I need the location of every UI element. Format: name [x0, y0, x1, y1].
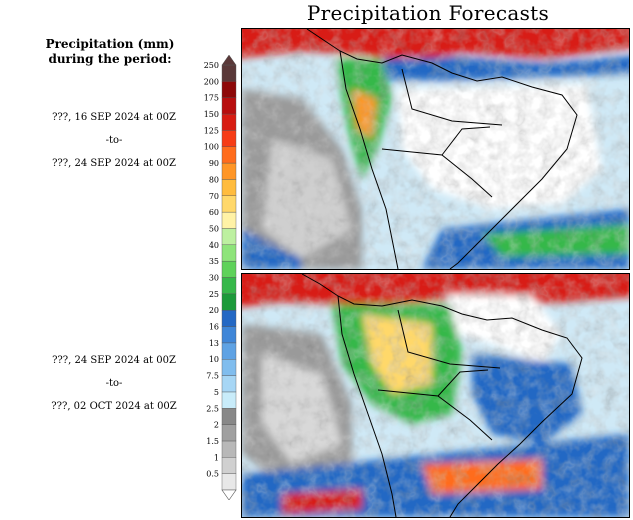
- colorbar-swatch: [221, 359, 237, 376]
- colorbar-tick-label: 20: [209, 306, 219, 315]
- colorbar-tick-label: 16: [209, 323, 219, 332]
- coastlines-borders: [306, 29, 578, 269]
- precipitation-map-week-2: [242, 274, 629, 517]
- colorbar-swatch: [221, 244, 237, 262]
- chart-title: Precipitation Forecasts: [306, 1, 550, 25]
- colorbar-swatch: [221, 260, 237, 278]
- colorbar-min-arrow: [221, 489, 237, 500]
- colorbar-tick-label: 80: [209, 175, 219, 184]
- colorbar-tick-label: 0.5: [206, 470, 219, 479]
- colorbar-tick-label: 60: [209, 208, 219, 217]
- period-2-label: ???, 24 SEP 2024 at 00Z -to- ???, 02 OCT…: [14, 349, 214, 418]
- colorbar-swatch: [221, 277, 237, 295]
- colorbar-tick-label: 10: [209, 355, 219, 364]
- colorbar-swatch: [221, 162, 237, 180]
- colorbar-tick-label: 1: [214, 453, 219, 462]
- colorbar-swatch: [221, 130, 237, 147]
- colorbar-swatch: [221, 408, 237, 425]
- colorbar-swatch: [221, 309, 237, 327]
- period-1-start: ???, 16 SEP 2024 at 00Z: [52, 112, 176, 123]
- colorbar-swatch: [221, 211, 237, 229]
- colorbar-tick-label: 175: [204, 94, 219, 103]
- colorbar-swatch: [221, 113, 237, 131]
- colorbar-tick-label: 70: [209, 192, 219, 201]
- colorbar-tick-label: 125: [204, 126, 219, 135]
- subtitle-line-1: Precipitation (mm): [45, 37, 175, 51]
- colorbar-tick-label: 250: [204, 61, 219, 70]
- map-panel-week-2: [241, 273, 630, 518]
- colorbar-tick-label: 7.5: [206, 372, 219, 381]
- colorbar-swatch: [221, 97, 237, 115]
- colorbar-tick-label: 50: [209, 224, 219, 233]
- colorbar-swatch: [221, 457, 237, 474]
- map-panel-week-1: [241, 28, 630, 270]
- colorbar-swatch: [221, 228, 237, 246]
- colorbar-tick-label: 200: [204, 77, 219, 86]
- colorbar-swatch: [221, 326, 237, 344]
- colorbar-swatch: [221, 195, 237, 213]
- precipitation-map-week-1: [242, 29, 629, 269]
- legend-subtitle: Precipitation (mm) during the period:: [20, 37, 200, 67]
- texture-overlay: [242, 29, 629, 269]
- colorbar-tick-label: 40: [209, 241, 219, 250]
- colorbar-swatch: [221, 375, 237, 393]
- colorbar-swatch: [221, 440, 237, 458]
- colorbar-swatch: [221, 81, 237, 98]
- coastlines-borders: [301, 274, 583, 517]
- colorbar-swatch: [221, 424, 237, 442]
- precipitation-colorbar: 0.5 1 1.5 2 2.5 5 7.5 10 13 16 20 25 30 35 40 50 60 70 80 9…: [204, 55, 237, 500]
- colorbar-tick-label: 5: [214, 388, 219, 397]
- colorbar-tick-label: 13: [209, 339, 219, 348]
- colorbar-swatch: [221, 473, 237, 491]
- colorbar-swatch: [221, 293, 237, 311]
- colorbar-swatch: [221, 391, 237, 409]
- period-1-label: ???, 16 SEP 2024 at 00Z -to- ???, 24 SEP…: [14, 106, 214, 175]
- colorbar-swatch: [221, 146, 237, 164]
- period-2-start: ???, 24 SEP 2024 at 00Z: [52, 355, 176, 366]
- colorbar-swatch: [221, 342, 237, 360]
- period-1-separator: -to-: [105, 135, 123, 146]
- colorbar-tick-label: 150: [204, 110, 219, 119]
- colorbar-tick-label: 30: [209, 274, 219, 283]
- subtitle-line-2: during the period:: [48, 52, 172, 66]
- colorbar-tick-label: 2: [214, 421, 219, 430]
- colorbar-tick-label: 1.5: [206, 437, 219, 446]
- colorbar-tick-label: 100: [204, 143, 219, 152]
- period-2-separator: -to-: [105, 378, 123, 389]
- colorbar-tick-label: 90: [209, 159, 219, 168]
- period-1-end: ???, 24 SEP 2024 at 00Z: [52, 158, 176, 169]
- colorbar-swatch: [221, 179, 237, 196]
- colorbar-tick-label: 35: [209, 257, 219, 266]
- colorbar-max-arrow: [221, 55, 237, 66]
- colorbar-swatch: [221, 64, 237, 82]
- period-2-end: ???, 02 OCT 2024 at 00Z: [51, 401, 177, 412]
- colorbar-tick-label: 2.5: [206, 404, 219, 413]
- colorbar-tick-label: 25: [209, 290, 219, 299]
